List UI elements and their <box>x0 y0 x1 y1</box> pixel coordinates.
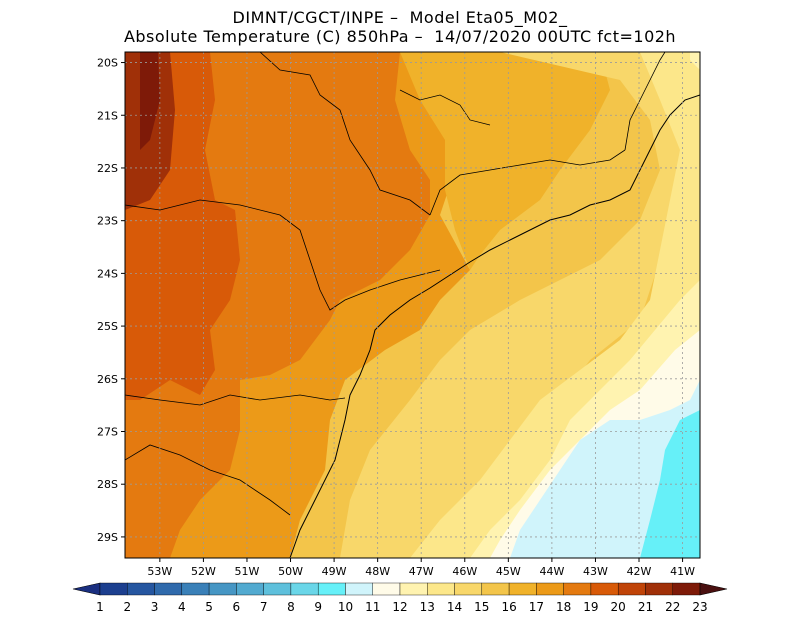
lat-tick-label: 27S <box>97 426 118 439</box>
colorbar-swatch <box>317 582 346 596</box>
colorbar-label: 1 <box>96 600 104 614</box>
colorbar-swatch <box>345 582 373 596</box>
lat-tick-label: 26S <box>97 373 118 386</box>
colorbar-label: 17 <box>529 600 544 614</box>
colorbar-label: 7 <box>260 600 268 614</box>
colorbar-label: 16 <box>501 600 516 614</box>
colorbar-swatch <box>372 582 401 596</box>
lon-tick-label: 53W <box>147 565 172 578</box>
colorbar: 1 2 3 4 5 6 7 8 9 10 11 12 13 14 15 16 17 18 19 20 21 22 23 <box>72 582 728 614</box>
colorbar-swatch <box>617 582 646 596</box>
longitude-ticks: 53W 52W 51W 50W 49W 48W 47W 46W 45W 44W 43W 42W 41W <box>147 558 695 578</box>
colorbar-swatch <box>563 582 592 596</box>
colorbar-swatch <box>590 582 619 596</box>
lon-tick-label: 45W <box>496 565 521 578</box>
colorbar-swatch <box>181 582 210 596</box>
map-frame <box>124 51 701 559</box>
lon-tick-label: 43W <box>583 565 608 578</box>
colorbar-swatch <box>99 582 128 596</box>
colorbar-label: 21 <box>638 600 653 614</box>
colorbar-swatch <box>154 582 183 596</box>
colorbar-swatch <box>481 582 510 596</box>
lat-tick-label: 28S <box>97 478 118 491</box>
colorbar-label: 3 <box>151 600 159 614</box>
colorbar-swatch <box>127 582 155 596</box>
colorbar-label: 12 <box>392 600 407 614</box>
colorbar-label: 15 <box>474 600 489 614</box>
colorbar-swatch <box>672 582 701 596</box>
colorbar-label: 10 <box>338 600 353 614</box>
colorbar-label: 8 <box>287 600 295 614</box>
map-gridlines <box>125 52 700 558</box>
lon-tick-label: 41W <box>670 565 695 578</box>
lon-tick-label: 52W <box>191 565 216 578</box>
colorbar-swatch <box>290 582 319 596</box>
colorbar-swatch <box>645 582 673 596</box>
lon-tick-label: 48W <box>365 565 390 578</box>
colorbar-label: 4 <box>178 600 186 614</box>
colorbar-swatch <box>263 582 292 596</box>
colorbar-swatch <box>427 582 455 596</box>
lon-tick-label: 47W <box>409 565 434 578</box>
lon-tick-label: 51W <box>235 565 260 578</box>
lon-tick-label: 46W <box>452 565 477 578</box>
map-field <box>125 52 700 558</box>
lat-tick-label: 22S <box>97 162 118 175</box>
colorbar-swatch <box>208 582 237 596</box>
lon-tick-label: 44W <box>539 565 564 578</box>
lat-tick-label: 23S <box>97 215 118 228</box>
colorbar-label: 18 <box>556 600 571 614</box>
colorbar-label: 22 <box>665 600 680 614</box>
lat-tick-label: 29S <box>97 531 118 544</box>
colorbar-label: 5 <box>205 600 213 614</box>
chart-title: DIMNT/CGCT/INPE – Model Eta05_M02_ <box>232 8 568 27</box>
lat-tick-label: 21S <box>97 109 118 122</box>
colorbar-right-arrow <box>699 582 728 596</box>
lon-tick-label: 50W <box>278 565 303 578</box>
colorbar-label: 13 <box>420 600 435 614</box>
colorbar-label: 2 <box>123 600 131 614</box>
latitude-ticks: 20S 21S 22S 23S 24S 25S 26S 27S 28S 29S <box>97 57 125 544</box>
colorbar-swatch <box>454 582 483 596</box>
lat-tick-label: 20S <box>97 57 118 70</box>
colorbar-label: 9 <box>314 600 322 614</box>
colorbar-swatch <box>508 582 537 596</box>
chart-subtitle: Absolute Temperature (C) 850hPa – 14/07/… <box>123 27 677 46</box>
colorbar-label: 11 <box>365 600 380 614</box>
colorbar-swatch <box>236 582 264 596</box>
colorbar-swatch <box>536 582 564 596</box>
lon-tick-label: 42W <box>627 565 652 578</box>
lat-tick-label: 25S <box>97 320 118 333</box>
lon-tick-label: 49W <box>322 565 347 578</box>
colorbar-swatch <box>399 582 428 596</box>
colorbar-left-arrow <box>72 582 101 596</box>
colorbar-label: 6 <box>233 600 241 614</box>
colorbar-label: 20 <box>611 600 626 614</box>
colorbar-label: 19 <box>583 600 598 614</box>
lat-tick-label: 24S <box>97 267 118 280</box>
colorbar-label: 23 <box>692 600 707 614</box>
colorbar-label: 14 <box>447 600 462 614</box>
